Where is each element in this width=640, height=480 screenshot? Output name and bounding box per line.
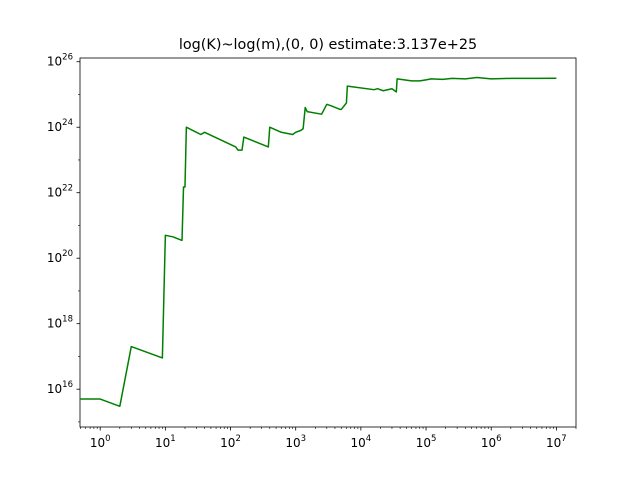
x-tick-label: 101 (155, 434, 176, 450)
x-axis: 100 101 102 103 104 105 106 107 (80, 427, 577, 450)
x-tick-label: 100 (90, 434, 111, 450)
chart-title: log(K)~log(m),(0, 0) estimate:3.137e+25 (179, 37, 477, 53)
plot-area (79, 57, 577, 428)
x-tick-label: 107 (546, 434, 567, 450)
y-tick-label: 1024 (47, 118, 73, 134)
y-tick-label: 1020 (47, 249, 73, 265)
y-tick-label: 1016 (47, 380, 73, 396)
y-tick-label: 1022 (47, 184, 73, 200)
y-tick-label: 1026 (47, 53, 73, 69)
x-tick-label: 103 (285, 434, 306, 450)
x-tick-label: 106 (481, 434, 502, 450)
series-line-0 (80, 76, 557, 408)
y-axis: 1016 1018 1020 1022 1024 1026 (47, 53, 80, 423)
x-tick-label: 104 (351, 434, 372, 450)
y-tick-label: 1018 (47, 315, 73, 331)
x-tick-label: 102 (220, 434, 241, 450)
plot-frame (79, 57, 577, 428)
x-tick-label: 105 (416, 434, 437, 450)
